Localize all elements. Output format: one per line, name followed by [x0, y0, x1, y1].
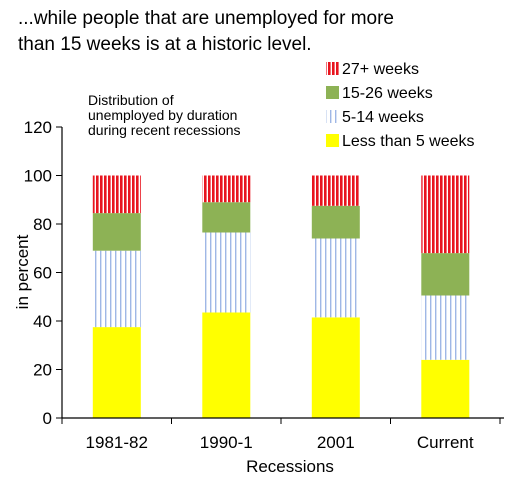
x-tick-label-1990-1: 1990-1 — [200, 433, 253, 452]
bar-1990-1-15-26-weeks — [202, 202, 251, 233]
bar-1990-1-5-14-weeks — [202, 232, 251, 313]
bar-1990-1-less-than-5-weeks — [202, 312, 251, 418]
annotation-line-1: Distribution of — [88, 92, 174, 108]
bar-current-less-than-5-weeks — [421, 359, 470, 418]
bar-1990-1-27-weeks — [202, 175, 251, 203]
bar-area — [92, 175, 470, 418]
legend-label-15-26-weeks: 15-26 weeks — [342, 85, 433, 102]
bar-current-27-weeks — [421, 175, 470, 254]
y-tick-label-120: 120 — [24, 118, 52, 137]
y-tick-label-100: 100 — [24, 167, 52, 186]
annotation-line-3: during recent recessions — [88, 122, 241, 138]
bar-1981-82-27-weeks — [92, 175, 141, 214]
legend-label-5-14-weeks: 5-14 weeks — [342, 109, 424, 126]
legend-label-less-than-5-weeks: Less than 5 weeks — [342, 133, 475, 150]
x-axis-title: Recessions — [246, 457, 334, 476]
bar-1981-82-5-14-weeks — [92, 250, 141, 328]
axes: 0 20 40 60 80 100 120 1981-82 1990-1 2001 Current R… — [13, 118, 504, 476]
bar-current-15-26-weeks — [421, 253, 470, 296]
x-tick-label-1981-82: 1981-82 — [86, 433, 148, 452]
annotation-line-2: unemployed by duration — [88, 107, 237, 123]
legend-swatch-15-26-weeks — [326, 86, 339, 99]
bar-2001-5-14-weeks — [311, 238, 360, 318]
bar-2001-15-26-weeks — [311, 205, 360, 239]
bar-2001-27-weeks — [311, 175, 360, 206]
headline-line-1: ...while people that are unemployed for … — [18, 8, 394, 29]
bar-2001-less-than-5-weeks — [311, 317, 360, 418]
headline: ...while people that are unemployed for … — [18, 6, 518, 58]
y-tick-label-0: 0 — [43, 409, 52, 428]
x-tick-label-current: Current — [417, 433, 474, 452]
y-tick-label-60: 60 — [33, 264, 52, 283]
y-tick-label-80: 80 — [33, 215, 52, 234]
bar-current-5-14-weeks — [421, 295, 470, 360]
chart-legend: 27+ weeks 15-26 weeks 5-14 weeks Less than … — [326, 61, 475, 150]
headline-line-2: than 15 weeks is at a historic level. — [18, 34, 312, 55]
legend-swatch-5-14-weeks — [326, 110, 339, 123]
bar-1981-82-15-26-weeks — [92, 213, 141, 251]
legend-swatch-less-than-5-weeks — [326, 134, 339, 147]
bar-1981-82-less-than-5-weeks — [92, 327, 141, 418]
y-tick-label-20: 20 — [33, 361, 52, 380]
legend-swatch-27-weeks — [326, 62, 339, 75]
x-tick-label-2001: 2001 — [317, 433, 355, 452]
legend-label-27-weeks: 27+ weeks — [342, 61, 419, 78]
y-tick-label-40: 40 — [33, 312, 52, 331]
y-axis-title: in percent — [13, 234, 32, 309]
